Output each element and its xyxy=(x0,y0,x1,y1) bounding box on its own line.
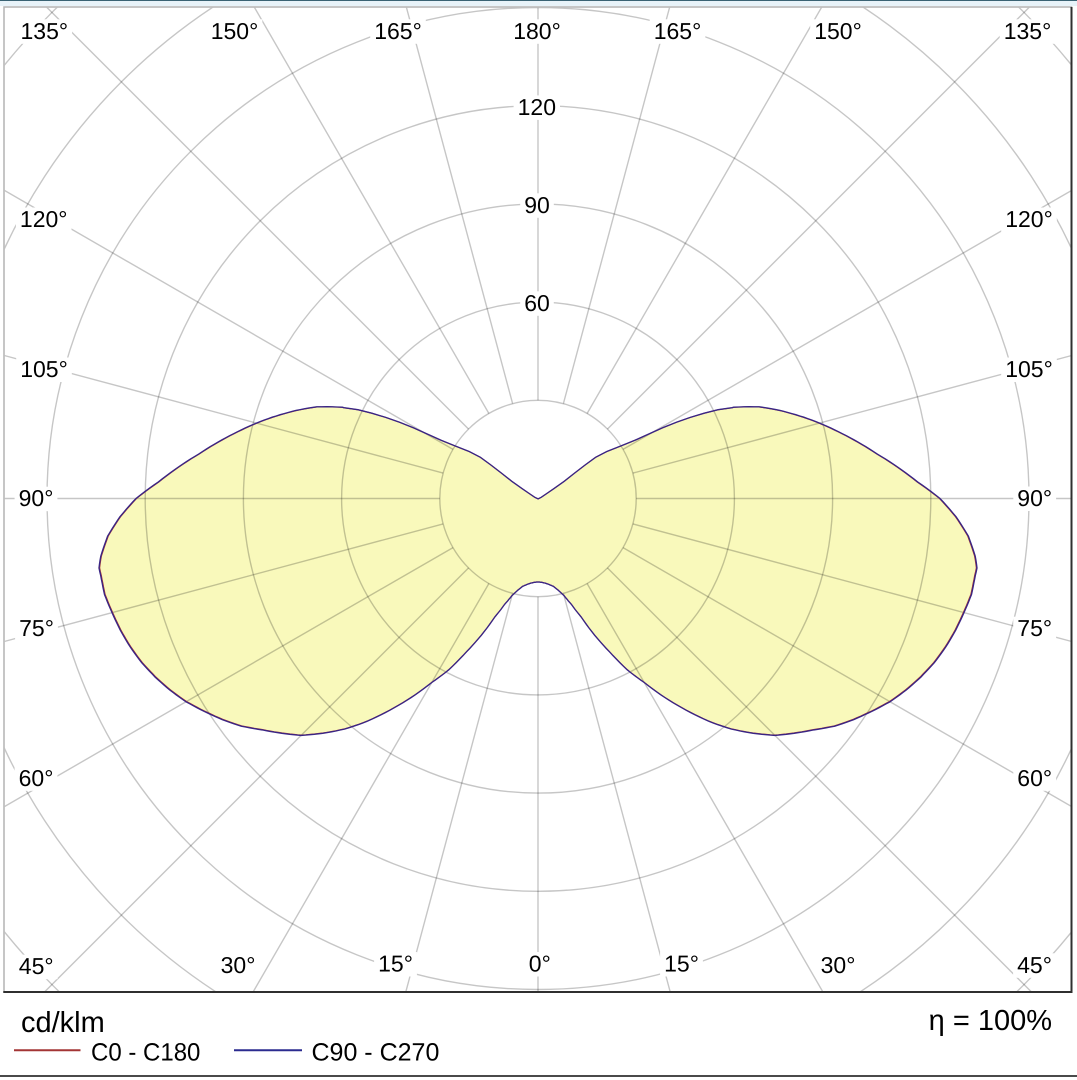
svg-text:105°: 105° xyxy=(20,356,68,382)
svg-text:45°: 45° xyxy=(1017,952,1052,978)
svg-text:90: 90 xyxy=(524,192,550,218)
svg-text:75°: 75° xyxy=(19,615,54,641)
svg-text:135°: 135° xyxy=(21,18,69,44)
svg-text:165°: 165° xyxy=(654,18,702,44)
svg-text:cd/klm: cd/klm xyxy=(21,1007,105,1039)
svg-text:C90 - C270: C90 - C270 xyxy=(312,1039,440,1067)
svg-text:105°: 105° xyxy=(1005,356,1053,382)
svg-text:60: 60 xyxy=(524,290,550,316)
svg-text:15°: 15° xyxy=(664,951,699,977)
svg-text:30°: 30° xyxy=(821,952,856,978)
svg-text:120°: 120° xyxy=(20,206,68,232)
svg-text:120°: 120° xyxy=(1005,206,1053,232)
svg-text:180°: 180° xyxy=(513,18,561,44)
svg-text:150°: 150° xyxy=(814,18,862,44)
svg-text:165°: 165° xyxy=(374,18,422,44)
svg-text:90°: 90° xyxy=(1017,485,1052,511)
svg-text:120: 120 xyxy=(518,94,556,120)
svg-text:75°: 75° xyxy=(1017,615,1052,641)
svg-text:η = 100%: η = 100% xyxy=(929,1005,1052,1037)
svg-text:60°: 60° xyxy=(1017,765,1052,791)
svg-text:45°: 45° xyxy=(19,953,54,979)
svg-text:30°: 30° xyxy=(221,952,256,978)
svg-text:C0 - C180: C0 - C180 xyxy=(91,1039,200,1067)
svg-text:0°: 0° xyxy=(529,951,551,977)
svg-text:150°: 150° xyxy=(211,18,259,44)
svg-text:15°: 15° xyxy=(378,951,413,977)
svg-text:60°: 60° xyxy=(19,765,54,791)
svg-text:135°: 135° xyxy=(1004,18,1052,44)
svg-text:90°: 90° xyxy=(19,485,54,511)
